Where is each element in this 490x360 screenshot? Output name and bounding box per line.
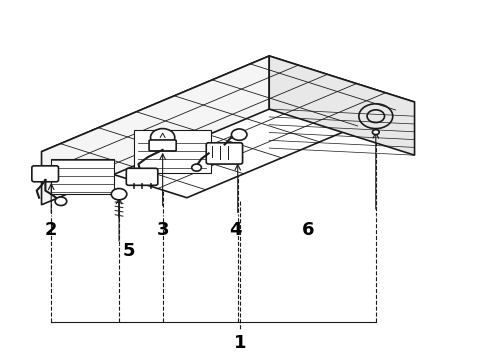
FancyBboxPatch shape	[126, 168, 158, 185]
FancyBboxPatch shape	[134, 130, 211, 173]
FancyBboxPatch shape	[149, 140, 176, 151]
Text: 4: 4	[229, 221, 242, 239]
Circle shape	[231, 129, 247, 140]
Circle shape	[372, 130, 379, 135]
Text: 6: 6	[302, 221, 314, 239]
FancyBboxPatch shape	[32, 166, 58, 182]
Circle shape	[150, 129, 175, 146]
Circle shape	[55, 197, 67, 206]
Polygon shape	[269, 56, 415, 155]
Circle shape	[111, 189, 127, 200]
Text: 2: 2	[45, 221, 57, 239]
FancyBboxPatch shape	[206, 143, 243, 164]
Polygon shape	[42, 56, 415, 198]
Polygon shape	[42, 56, 269, 205]
FancyBboxPatch shape	[51, 159, 114, 194]
Text: 1: 1	[234, 334, 246, 352]
Text: 5: 5	[122, 242, 135, 260]
Text: 3: 3	[156, 221, 169, 239]
Circle shape	[192, 164, 201, 171]
